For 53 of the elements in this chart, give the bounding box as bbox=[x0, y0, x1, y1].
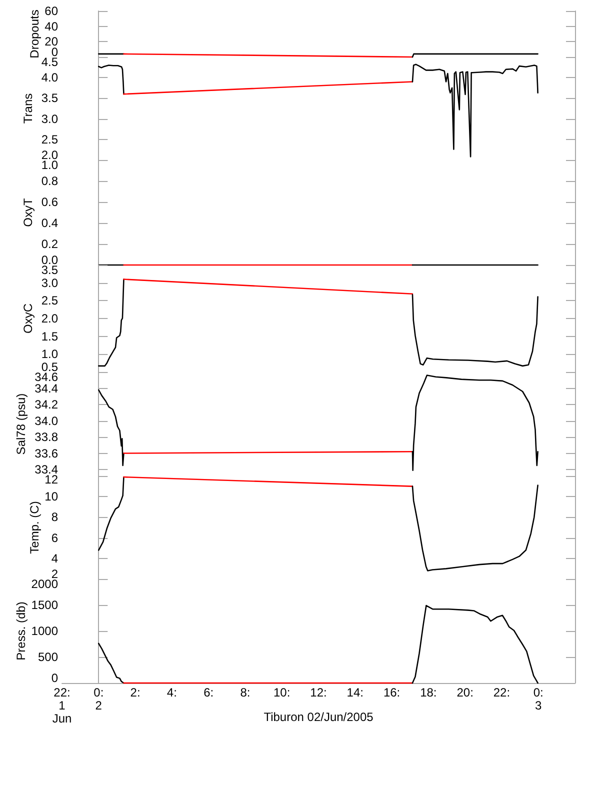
x-tick-label: 20: bbox=[456, 686, 474, 700]
y-axis-title: Dropouts bbox=[28, 10, 42, 58]
y-tick-label: 40 bbox=[44, 19, 58, 34]
x-tick-label: 8: bbox=[240, 686, 250, 700]
x-tick-label: 12: bbox=[310, 686, 327, 700]
y-tick-label: 10 bbox=[44, 490, 58, 504]
y-tick-label: 33.6 bbox=[34, 446, 58, 460]
y-tick-label: 3.5 bbox=[41, 91, 58, 106]
y-axis-title: Press. (db) bbox=[14, 602, 28, 660]
y-tick-label: 4.0 bbox=[41, 70, 58, 85]
x-axis-title: Tiburon 02/Jun/2005 bbox=[264, 710, 374, 724]
y-axis-title: OxyT bbox=[20, 198, 35, 227]
y-tick-label: 8 bbox=[51, 510, 58, 524]
x-tick-label: 22: 1 Jun bbox=[52, 686, 72, 726]
y-axis-title: Trans bbox=[20, 93, 35, 124]
x-tick-label: 6: bbox=[204, 686, 214, 700]
y-tick-label: 2.5 bbox=[41, 132, 58, 146]
x-tick-label: 16: bbox=[383, 686, 400, 700]
y-tick-label: 1500 bbox=[31, 598, 58, 612]
x-tick-label: 14: bbox=[346, 686, 364, 700]
y-tick-label: 1000 bbox=[31, 624, 58, 638]
y-tick-label: 3.0 bbox=[41, 112, 58, 126]
y-tick-label: 4 bbox=[51, 551, 58, 566]
y-tick-label: 34.2 bbox=[34, 398, 58, 412]
y-tick-label: 1.0 bbox=[41, 347, 58, 362]
y-tick-label: 0.4 bbox=[41, 216, 58, 230]
y-tick-label: 34.4 bbox=[34, 381, 58, 396]
x-tick-label: 4: bbox=[166, 686, 177, 700]
y-tick-label: 2.0 bbox=[41, 312, 58, 326]
line-series bbox=[412, 374, 538, 471]
y-axis-title: OxyC bbox=[20, 303, 35, 334]
x-tick-label: 18: bbox=[420, 686, 437, 700]
line-series bbox=[98, 389, 124, 466]
x-tick-label: 0: 3 bbox=[533, 686, 544, 712]
y-tick-label: 33.8 bbox=[34, 430, 58, 444]
y-axis-title: Sal78 (psu) bbox=[14, 393, 28, 455]
y-tick-label: 6 bbox=[51, 530, 58, 545]
y-tick-label: 34.0 bbox=[34, 414, 58, 428]
y-tick-label: 0.2 bbox=[41, 237, 58, 251]
y-tick-label: 0.6 bbox=[41, 195, 58, 209]
y-tick-label: 1.5 bbox=[41, 329, 58, 344]
x-tick-label: 2: bbox=[130, 686, 140, 700]
y-tick-label: 0 bbox=[51, 671, 58, 685]
y-tick-label: 3.0 bbox=[41, 276, 58, 290]
y-tick-label: 60 bbox=[44, 4, 58, 18]
y-tick-label: 2.5 bbox=[41, 294, 58, 308]
x-tick-label: 10: bbox=[274, 686, 290, 700]
line-series bbox=[412, 484, 538, 572]
x-tick-label: 0: 2 bbox=[94, 686, 104, 712]
x-tick-label: 22: bbox=[493, 686, 510, 700]
y-tick-label: 0.8 bbox=[41, 174, 58, 188]
y-tick-label: 500 bbox=[38, 650, 58, 664]
y-axis-title: Temp. (C) bbox=[28, 501, 42, 554]
